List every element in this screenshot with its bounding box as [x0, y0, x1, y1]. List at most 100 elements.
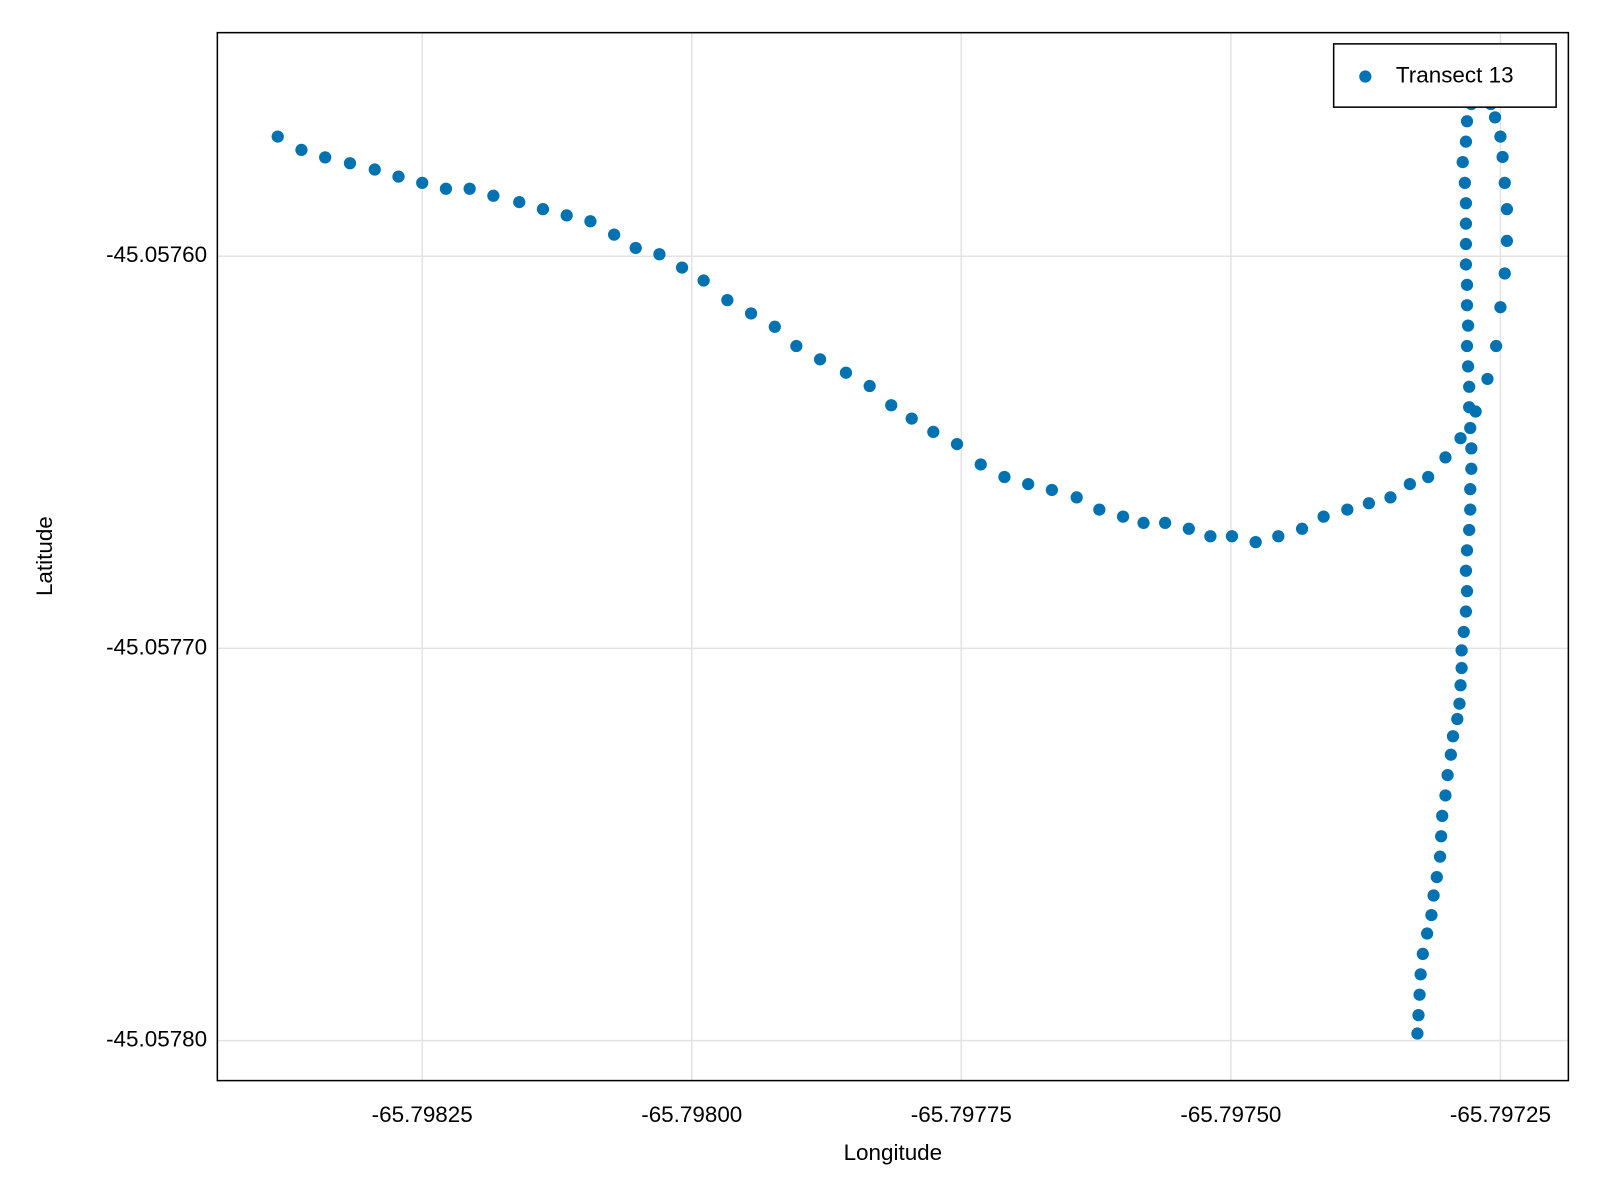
point — [1204, 530, 1217, 543]
point — [1494, 130, 1507, 143]
point — [1456, 155, 1469, 169]
point — [998, 470, 1011, 484]
point — [1459, 258, 1473, 271]
point — [1427, 889, 1440, 902]
x-tick-label: -65.79725 — [1450, 1102, 1551, 1127]
point — [1454, 432, 1467, 445]
point — [1413, 988, 1426, 1001]
point — [536, 203, 550, 216]
point — [1464, 421, 1477, 435]
point — [1461, 319, 1475, 332]
point — [1494, 301, 1507, 314]
point — [1461, 360, 1475, 373]
point — [1459, 605, 1473, 618]
point — [1459, 237, 1473, 251]
point — [1460, 299, 1474, 312]
point — [1439, 451, 1452, 464]
y-axis-label: Latitude — [32, 516, 57, 596]
point — [1453, 697, 1466, 710]
point — [560, 209, 573, 222]
point — [1362, 497, 1376, 510]
point — [1460, 278, 1474, 291]
point — [1459, 197, 1473, 210]
point — [1463, 523, 1476, 537]
point — [1460, 544, 1474, 557]
point — [392, 170, 405, 183]
point — [439, 182, 453, 195]
point — [584, 215, 597, 228]
point — [1464, 483, 1477, 496]
point — [1414, 968, 1427, 981]
point — [768, 320, 781, 333]
point — [839, 366, 853, 379]
point — [1460, 115, 1474, 128]
point — [1465, 462, 1478, 475]
point — [1436, 809, 1449, 822]
point — [1403, 477, 1416, 491]
plot-frame — [216, 31, 1570, 1082]
point — [653, 248, 666, 261]
point — [1384, 491, 1397, 504]
point — [1433, 850, 1447, 863]
point — [1295, 522, 1309, 535]
point — [1182, 522, 1195, 535]
point — [1422, 470, 1435, 484]
x-tick-label: -65.79825 — [372, 1102, 473, 1127]
point — [1225, 530, 1239, 543]
point — [863, 379, 876, 393]
point — [1490, 339, 1503, 353]
point — [1435, 830, 1448, 843]
x-axis-label: Longitude — [844, 1140, 943, 1165]
point — [1459, 564, 1473, 577]
point — [1481, 372, 1494, 386]
point — [1500, 234, 1514, 248]
point — [608, 228, 621, 241]
point — [675, 261, 689, 274]
point — [1444, 748, 1457, 761]
point — [343, 157, 357, 170]
point — [1455, 644, 1468, 657]
point — [295, 143, 308, 157]
point — [1137, 516, 1150, 530]
point — [1070, 491, 1083, 504]
point — [744, 307, 758, 320]
point — [463, 182, 476, 195]
point — [1459, 217, 1473, 230]
point — [319, 151, 332, 164]
point — [813, 353, 827, 366]
point — [629, 241, 642, 255]
point — [1498, 267, 1511, 280]
point — [271, 130, 284, 143]
point — [1425, 908, 1438, 922]
point — [1158, 516, 1172, 530]
legend-marker — [1359, 70, 1372, 83]
point — [1457, 625, 1470, 639]
point — [1459, 135, 1473, 148]
point — [1498, 176, 1511, 189]
point — [927, 425, 940, 439]
point — [1496, 150, 1509, 164]
point — [1341, 503, 1354, 516]
point — [1317, 510, 1330, 523]
point — [1464, 503, 1477, 516]
point — [1439, 789, 1452, 802]
y-tick-label: -45.05770 — [106, 634, 207, 659]
x-tick-label: -65.79775 — [911, 1102, 1012, 1127]
point — [1451, 712, 1464, 726]
point — [1430, 870, 1443, 884]
point — [1412, 1008, 1425, 1022]
point — [1045, 483, 1059, 497]
point — [1488, 111, 1502, 124]
point — [1249, 535, 1262, 549]
point — [416, 176, 429, 189]
point — [1411, 1027, 1424, 1040]
point — [950, 437, 964, 451]
point — [1116, 510, 1130, 523]
point — [721, 294, 734, 307]
point — [1500, 203, 1514, 216]
point — [1465, 442, 1478, 455]
point — [1455, 661, 1468, 675]
x-tick-label: -65.79800 — [641, 1102, 742, 1127]
